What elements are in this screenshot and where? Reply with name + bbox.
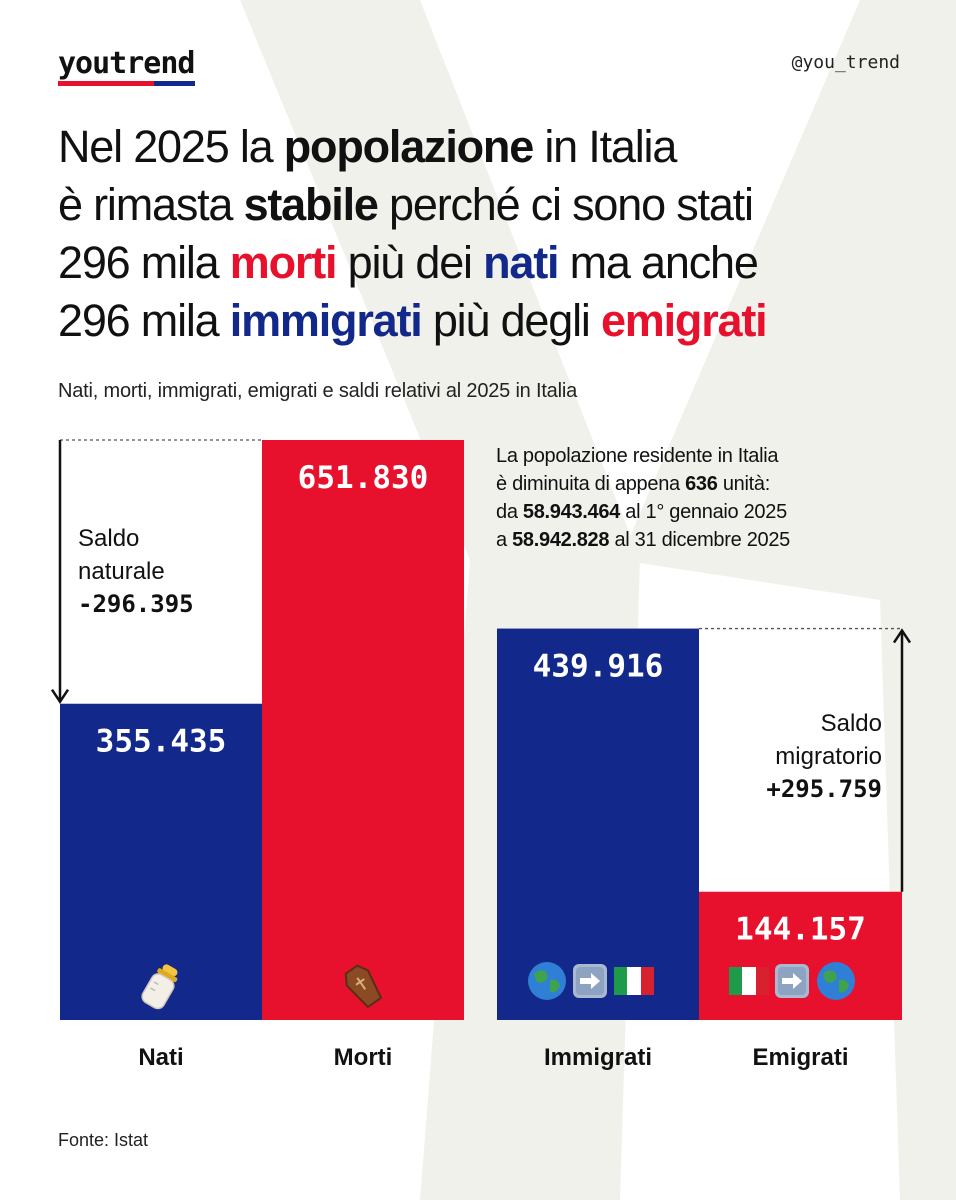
bar-value-label-nati: 355.435: [96, 724, 227, 760]
globe-icon: [816, 962, 855, 1000]
category-label-emigrati: Emigrati: [752, 1044, 848, 1071]
subtitle: Nati, morti, immigrati, emigrati e saldi…: [58, 380, 578, 402]
headline-line-4: 296 mila immigrati più degli emigrati: [58, 295, 768, 346]
baby-bottle-icon: [141, 964, 178, 1010]
saldo-migratorio-arrow-head: [892, 628, 912, 644]
emigrati-icons: [728, 960, 857, 1002]
saldo-naturale-value: -296.395: [78, 590, 194, 618]
saldo-naturale-label: Saldo naturale -296.395: [78, 522, 194, 621]
bar-emigrati: [699, 891, 902, 1020]
headline: Nel 2025 la popolazione in Italia è rima…: [58, 118, 918, 350]
annotation-line-3: da 58.943.464 al 1° gennaio 2025: [496, 501, 787, 523]
annotation-line-4: a 58.942.828 al 31 dicembre 2025: [496, 529, 790, 551]
saldo-migratorio-value: +295.759: [766, 775, 882, 803]
immigrati-icons: [526, 960, 655, 1002]
category-label-nati: Nati: [138, 1044, 183, 1071]
bar-value-label-immigrati: 439.916: [533, 649, 664, 685]
bar-immigrati: [497, 628, 699, 1020]
bar-value-label-morti: 651.830: [298, 460, 429, 496]
category-label-immigrati: Immigrati: [544, 1044, 652, 1071]
right-arrow-icon: [775, 964, 810, 998]
coffin-icon: [344, 964, 383, 1009]
headline-line-3: 296 mila morti più dei nati ma anche: [58, 237, 759, 288]
youtrend-logo: youtrend: [58, 46, 195, 86]
italy-flag-icon: [729, 967, 769, 995]
annotation-line-2: è diminuita di appena 636 unità:: [496, 473, 770, 495]
headline-line-2: è rimasta stabile perché ci sono stati: [58, 179, 754, 230]
bar-nati: [60, 703, 262, 1020]
population-annotation: La popolazione residente in Italia è dim…: [496, 442, 896, 554]
italy-flag-icon: [613, 967, 654, 995]
social-handle: @you_trend: [791, 52, 900, 73]
saldo-naturale-arrow-head: [50, 689, 70, 704]
right-arrow-icon: [573, 964, 608, 998]
annotation-line-1: La popolazione residente in Italia: [496, 445, 779, 467]
globe-icon: [528, 962, 566, 1000]
logo-underline: [58, 81, 195, 86]
category-label-morti: Morti: [334, 1044, 393, 1071]
bar-value-label-emigrati: 144.157: [735, 912, 866, 948]
saldo-migratorio-label: Saldo migratorio +295.759: [766, 707, 882, 806]
bar-morti: [262, 440, 464, 1020]
source-note: Fonte: Istat: [58, 1130, 149, 1150]
headline-line-1: Nel 2025 la popolazione in Italia: [58, 121, 677, 172]
